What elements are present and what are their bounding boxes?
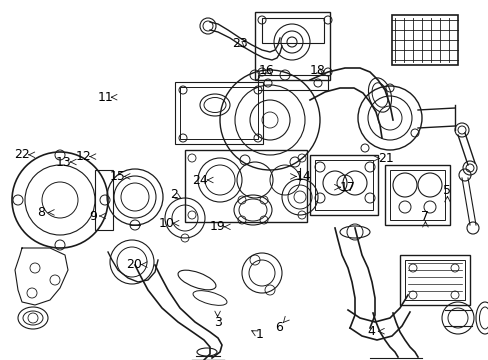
Text: 9: 9 (89, 210, 97, 222)
Text: 5: 5 (443, 184, 450, 197)
Text: 1: 1 (255, 328, 263, 341)
Bar (389, 170, 444, 220)
Text: 21: 21 (378, 152, 393, 165)
Text: 6: 6 (274, 321, 282, 334)
Bar (384, 165, 449, 225)
Text: 23: 23 (231, 37, 247, 50)
Text: 16: 16 (258, 64, 274, 77)
Bar (399, 255, 469, 305)
Text: 10: 10 (158, 217, 174, 230)
Text: 12: 12 (75, 150, 91, 163)
Text: 3: 3 (213, 316, 221, 329)
Text: 18: 18 (309, 64, 325, 77)
Text: 4: 4 (367, 325, 375, 338)
Text: 14: 14 (295, 170, 310, 183)
Text: 22: 22 (14, 148, 30, 161)
Text: 8: 8 (38, 206, 45, 219)
Bar (180, 87, 258, 139)
Text: 17: 17 (339, 181, 354, 194)
Text: 20: 20 (126, 258, 142, 271)
Text: 13: 13 (56, 156, 71, 168)
Text: 15: 15 (109, 170, 125, 183)
Bar (175, 82, 263, 144)
Text: 19: 19 (209, 220, 225, 233)
Bar (309, 155, 377, 215)
Bar (262, 18, 324, 43)
Bar (95, 170, 113, 230)
Bar (314, 160, 372, 210)
Bar (391, 15, 457, 65)
Bar (254, 12, 329, 80)
Text: 24: 24 (192, 174, 208, 186)
Bar (404, 260, 464, 300)
Bar (184, 150, 306, 222)
Text: 11: 11 (97, 91, 113, 104)
Text: 2: 2 (169, 188, 177, 201)
Bar (258, 75, 327, 90)
Text: 7: 7 (421, 210, 428, 222)
